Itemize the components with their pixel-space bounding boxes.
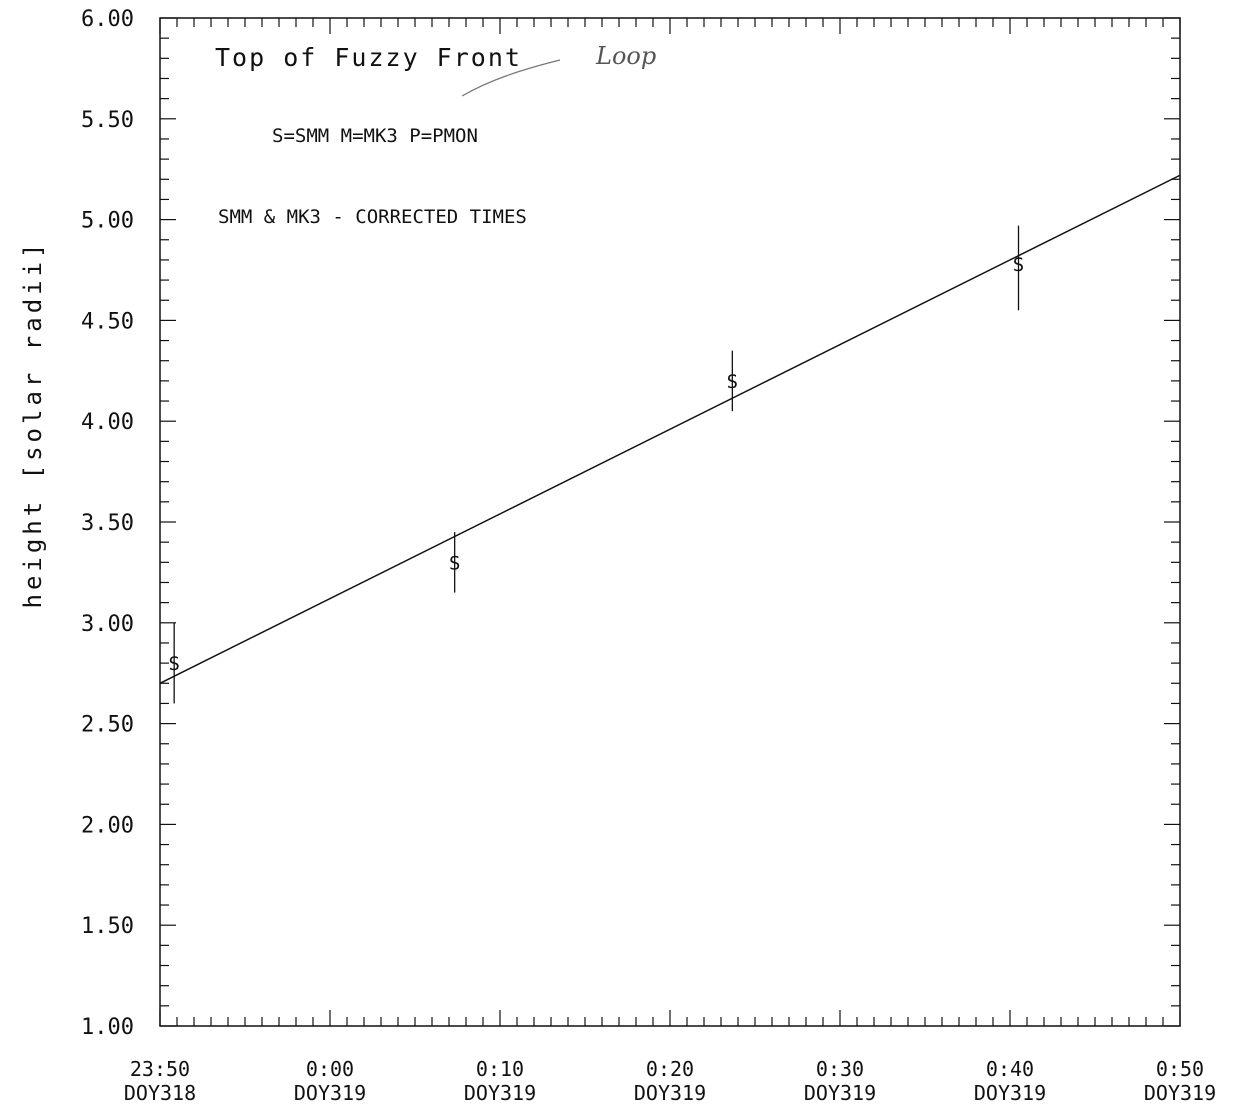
y-tick-label: 5.00 — [81, 209, 134, 234]
y-tick-label: 5.50 — [81, 108, 134, 133]
x-tick-label-time: 0:10 — [476, 1057, 524, 1081]
y-tick-label: 1.00 — [81, 1015, 134, 1040]
x-tick-label-day: DOY319 — [464, 1081, 536, 1105]
x-tick-labels: 23:50DOY3180:00DOY3190:10DOY3190:20DOY31… — [124, 1057, 1216, 1105]
y-tick-label: 6.00 — [81, 7, 134, 32]
x-tick-label-day: DOY319 — [974, 1081, 1046, 1105]
y-axis-label: height [solar radii] — [19, 240, 47, 609]
note-text: SMM & MK3 - CORRECTED TIMES — [218, 206, 527, 228]
y-tick-label: 2.00 — [81, 813, 134, 838]
y-tick-label: 4.50 — [81, 309, 134, 334]
x-tick-label-day: DOY319 — [804, 1081, 876, 1105]
data-point-marker: S — [1013, 254, 1024, 276]
y-tick-label: 3.00 — [81, 612, 134, 637]
x-tick-label-time: 23:50 — [130, 1057, 190, 1081]
handwritten-loop-annotation: Loop — [595, 42, 656, 70]
x-tick-label-day: DOY319 — [294, 1081, 366, 1105]
data-point-marker: S — [727, 371, 738, 393]
data-points: S S S S — [168, 225, 1024, 704]
x-tick-label-day: DOY319 — [1144, 1081, 1216, 1105]
legend-text: S=SMM M=MK3 P=PMON — [272, 125, 478, 147]
x-tick-label-time: 0:30 — [816, 1057, 864, 1081]
y-tick-label: 4.00 — [81, 410, 134, 435]
fit-line — [159, 174, 1181, 684]
x-tick-label-day: DOY318 — [124, 1081, 196, 1105]
y-tick-label: 2.50 — [81, 713, 134, 738]
data-point-marker: S — [168, 653, 179, 675]
x-tick-label-day: DOY319 — [634, 1081, 706, 1105]
axis-ticks — [159, 17, 1181, 1027]
x-tick-label-time: 0:00 — [306, 1057, 354, 1081]
chart-title: Top of Fuzzy Front — [215, 43, 522, 72]
plot-frame — [159, 17, 1181, 1027]
handwritten-strike-mark — [461, 59, 561, 97]
y-tick-label: 1.50 — [81, 914, 134, 939]
x-tick-label-time: 0:20 — [646, 1057, 694, 1081]
y-tick-label: 3.50 — [81, 511, 134, 536]
data-point-marker: S — [449, 552, 460, 574]
y-tick-labels: 1.00 1.50 2.00 2.50 3.00 3.50 4.00 4.50 5.00 5.50… — [81, 7, 134, 1040]
x-tick-label-time: 0:40 — [986, 1057, 1034, 1081]
x-tick-label-time: 0:50 — [1156, 1057, 1204, 1081]
